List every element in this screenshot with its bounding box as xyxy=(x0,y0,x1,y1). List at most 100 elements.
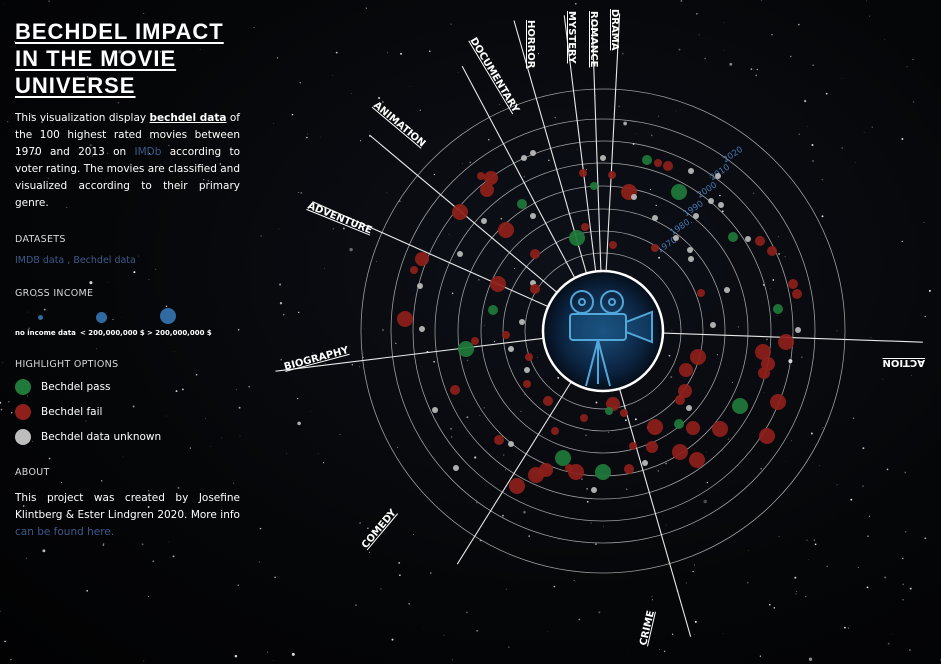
movie-dot[interactable] xyxy=(591,487,597,493)
movie-dot[interactable] xyxy=(773,304,783,314)
movie-dot[interactable] xyxy=(481,218,487,224)
movie-dot[interactable] xyxy=(490,276,506,292)
movie-dot[interactable] xyxy=(674,419,684,429)
imdb-link[interactable]: IMDb xyxy=(134,146,162,158)
genre-label-comedy[interactable]: COMEDY xyxy=(360,507,399,551)
movie-dot[interactable] xyxy=(672,444,688,460)
movie-dot[interactable] xyxy=(697,289,705,297)
movie-dot[interactable] xyxy=(724,287,730,293)
movie-dot[interactable] xyxy=(689,452,705,468)
movie-dot[interactable] xyxy=(419,326,425,332)
genre-label-drama[interactable]: DRAMA xyxy=(609,9,620,51)
genre-label-adventure[interactable]: ADVENTURE xyxy=(306,201,374,237)
genre-label-animation[interactable]: ANIMATION xyxy=(371,100,427,150)
genre-label-mystery[interactable]: MYSTERY xyxy=(566,11,577,64)
movie-dot[interactable] xyxy=(480,183,494,197)
movie-dot[interactable] xyxy=(620,409,628,417)
movie-dot[interactable] xyxy=(530,284,540,294)
movie-dot[interactable] xyxy=(642,460,648,466)
movie-dot[interactable] xyxy=(519,319,525,325)
movie-dot[interactable] xyxy=(517,199,527,209)
movie-dot[interactable] xyxy=(679,363,693,377)
movie-dot[interactable] xyxy=(555,450,571,466)
movie-dot[interactable] xyxy=(452,204,468,220)
movie-dot[interactable] xyxy=(397,311,413,327)
movie-dot[interactable] xyxy=(528,467,544,483)
movie-dot[interactable] xyxy=(732,398,748,414)
movie-dot[interactable] xyxy=(770,394,786,410)
genre-label-documentary[interactable]: DOCUMENTARY xyxy=(467,36,521,116)
movie-dot[interactable] xyxy=(646,441,658,453)
movie-dot[interactable] xyxy=(755,344,771,360)
movie-dot[interactable] xyxy=(530,213,536,219)
movie-dot[interactable] xyxy=(484,171,498,185)
movie-dot[interactable] xyxy=(767,246,777,256)
movie-dot[interactable] xyxy=(728,232,738,242)
movie-dot[interactable] xyxy=(673,235,679,241)
movie-dot[interactable] xyxy=(457,251,463,257)
movie-dot[interactable] xyxy=(590,182,598,190)
movie-dot[interactable] xyxy=(471,337,479,345)
movie-dot[interactable] xyxy=(629,442,637,450)
movie-dot[interactable] xyxy=(608,171,616,179)
movie-dot[interactable] xyxy=(530,150,536,156)
legend-bechdel-unknown[interactable]: Bechdel data unknown xyxy=(15,429,240,445)
about-link[interactable]: can be found here. xyxy=(15,526,115,538)
movie-dot[interactable] xyxy=(647,419,663,435)
movie-dot[interactable] xyxy=(758,367,770,379)
movie-dot[interactable] xyxy=(521,155,527,161)
movie-dot[interactable] xyxy=(508,346,514,352)
movie-dot[interactable] xyxy=(509,478,525,494)
movie-dot[interactable] xyxy=(605,407,613,415)
legend-bechdel-fail[interactable]: Bechdel fail xyxy=(15,404,240,420)
movie-dot[interactable] xyxy=(551,427,559,435)
genre-label-crime[interactable]: CRIME xyxy=(638,609,657,646)
movie-dot[interactable] xyxy=(788,279,798,289)
movie-dot[interactable] xyxy=(778,334,794,350)
movie-dot[interactable] xyxy=(651,244,659,252)
movie-dot[interactable] xyxy=(524,367,530,373)
movie-dot[interactable] xyxy=(523,380,531,388)
genre-label-biography[interactable]: BIOGRAPHY xyxy=(283,345,351,373)
movie-dot[interactable] xyxy=(690,349,706,365)
movie-dot[interactable] xyxy=(712,421,728,437)
movie-dot[interactable] xyxy=(579,169,587,177)
bechdel-data-dataset-link[interactable]: Bechdel data xyxy=(73,255,136,266)
movie-dot[interactable] xyxy=(795,327,801,333)
movie-dot[interactable] xyxy=(718,202,724,208)
movie-dot[interactable] xyxy=(453,465,459,471)
movie-dot[interactable] xyxy=(792,289,802,299)
movie-dot[interactable] xyxy=(609,241,617,249)
movie-dot[interactable] xyxy=(708,198,714,204)
movie-dot[interactable] xyxy=(580,414,588,422)
movie-dot[interactable] xyxy=(415,252,429,266)
movie-dot[interactable] xyxy=(488,305,498,315)
movie-dot[interactable] xyxy=(477,172,485,180)
movie-dot[interactable] xyxy=(565,464,573,472)
movie-dot[interactable] xyxy=(745,236,751,242)
imdb-data-link[interactable]: IMDB data xyxy=(15,255,65,266)
movie-dot[interactable] xyxy=(631,194,637,200)
movie-dot[interactable] xyxy=(688,168,694,174)
movie-dot[interactable] xyxy=(600,155,606,161)
movie-dot[interactable] xyxy=(715,173,721,179)
genre-label-action[interactable]: ACTION xyxy=(883,357,926,368)
movie-dot[interactable] xyxy=(687,247,693,253)
movie-dot[interactable] xyxy=(530,249,540,259)
movie-dot[interactable] xyxy=(686,421,700,435)
movie-dot[interactable] xyxy=(498,222,514,238)
movie-dot[interactable] xyxy=(569,230,585,246)
movie-dot[interactable] xyxy=(450,385,460,395)
legend-bechdel-pass[interactable]: Bechdel pass xyxy=(15,379,240,395)
movie-dot[interactable] xyxy=(525,353,533,361)
movie-dot[interactable] xyxy=(624,464,634,474)
movie-dot[interactable] xyxy=(693,213,699,219)
movie-dot[interactable] xyxy=(678,384,692,398)
bechdel-data-link[interactable]: bechdel data xyxy=(149,112,227,124)
movie-dot[interactable] xyxy=(410,266,418,274)
movie-dot[interactable] xyxy=(688,256,694,262)
movie-dot[interactable] xyxy=(417,283,423,289)
movie-dot[interactable] xyxy=(502,331,510,339)
movie-dot[interactable] xyxy=(652,215,658,221)
movie-dot[interactable] xyxy=(759,428,775,444)
